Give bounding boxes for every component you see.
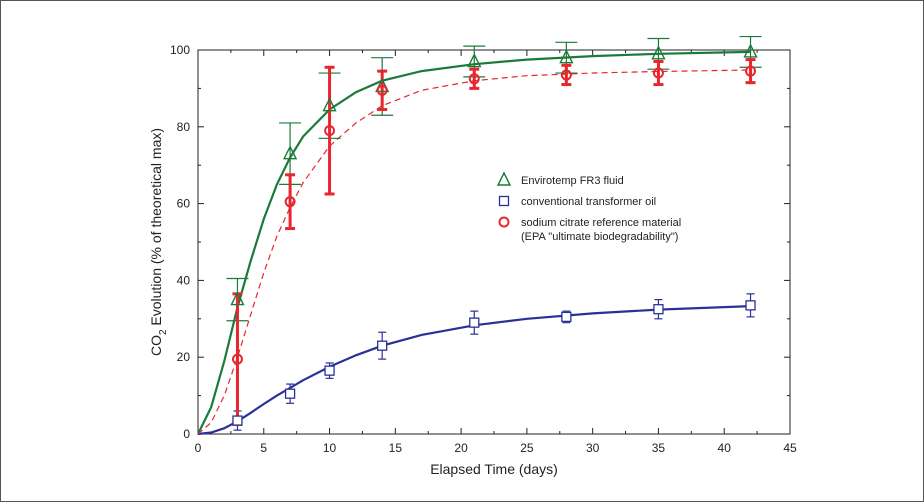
- y-tick-label: 100: [170, 43, 190, 57]
- triangle-point: [559, 49, 574, 64]
- y-axis-label-prefix: CO: [148, 335, 164, 356]
- legend-label: conventional transformer oil: [521, 196, 656, 208]
- legend: Envirotemp FR3 fluid conventional transfo…: [496, 171, 681, 243]
- circle-point: [745, 65, 757, 77]
- y-tick-label: 80: [177, 120, 191, 134]
- legend-square-marker: [498, 195, 510, 207]
- square-point: [653, 304, 664, 315]
- y-tick-label: 0: [183, 427, 190, 441]
- triangle-point: [743, 43, 758, 58]
- legend-label-line2: (EPA "ultimate biodegradability"): [521, 231, 678, 243]
- y-axis-label: CO2 Evolution (% of theoretical max): [148, 128, 169, 356]
- x-tick-label: 35: [652, 441, 666, 455]
- x-tick-label: 45: [783, 441, 797, 455]
- square-point: [561, 311, 572, 323]
- x-tick-label: 10: [323, 441, 337, 455]
- x-tick-label: 5: [260, 441, 267, 455]
- data-markers: [230, 43, 758, 426]
- legend-triangle-marker: [496, 171, 512, 186]
- square-point: [469, 317, 480, 328]
- y-tick-label: 60: [177, 197, 191, 211]
- circle-point: [468, 73, 480, 85]
- circle-point: [560, 69, 572, 81]
- triangle-point: [230, 291, 245, 306]
- x-tick-label: 40: [718, 441, 732, 455]
- square-point: [745, 300, 756, 311]
- x-tick-label: 15: [389, 441, 403, 455]
- x-tick-label: 25: [520, 441, 534, 455]
- circle-fit-curve: [197, 69, 751, 435]
- triangle-point: [467, 52, 482, 68]
- plot-axes: 0 5 10 15 20 25 30 35 40 45 0 20 40 60 80 100: [170, 43, 797, 455]
- square-point: [324, 365, 335, 376]
- square-point: [284, 388, 296, 399]
- square-point: [232, 415, 243, 426]
- y-axis-label-suffix: Evolution (% of theoretical max): [148, 128, 164, 330]
- triangle-point: [322, 97, 337, 112]
- legend-label: sodium citrate reference material: [521, 217, 681, 229]
- x-tick-label: 0: [195, 441, 202, 455]
- circle-point: [231, 353, 243, 365]
- y-axis-label-subscript: 2: [158, 329, 169, 335]
- square-point: [377, 340, 388, 351]
- legend-circle-marker: [498, 216, 510, 228]
- circle-point: [284, 196, 296, 208]
- y-tick-label: 20: [177, 350, 191, 364]
- y-tick-label: 40: [177, 273, 191, 287]
- circle-point: [652, 67, 664, 79]
- circle-point: [324, 125, 336, 137]
- triangle-point: [375, 77, 390, 93]
- x-axis-label: Elapsed Time (days): [430, 461, 558, 477]
- triangle-point: [651, 45, 666, 60]
- x-tick-label: 30: [586, 441, 600, 455]
- triangle-point: [282, 145, 298, 160]
- circle-point: [376, 84, 388, 96]
- legend-label: Envirotemp FR3 fluid: [521, 175, 624, 187]
- x-tick-label: 20: [454, 441, 468, 455]
- error-bars: [226, 35, 762, 431]
- plot-box: [197, 49, 791, 435]
- triangle-fit-curve: [197, 50, 751, 435]
